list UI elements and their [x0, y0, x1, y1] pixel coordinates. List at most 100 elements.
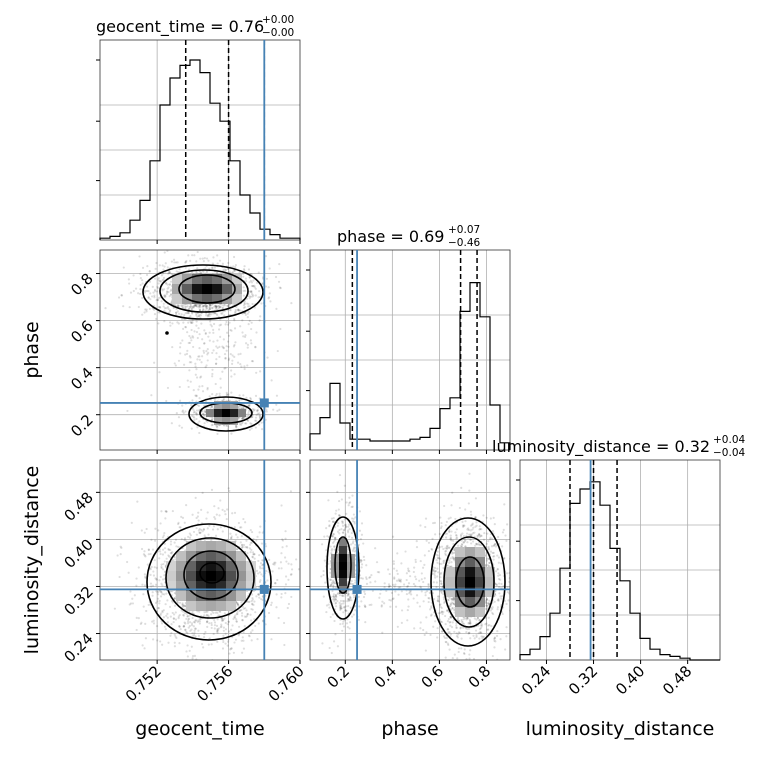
sample-point: [159, 279, 162, 283]
sample-point: [166, 291, 169, 294]
sample-point: [198, 315, 201, 318]
sample-point: [478, 528, 481, 531]
sample-point: [481, 637, 484, 640]
sample-point: [195, 413, 198, 416]
sample-point: [167, 290, 170, 294]
sample-point: [152, 619, 155, 622]
sample-point: [195, 376, 199, 379]
sample-point: [173, 261, 176, 264]
sample-point: [170, 293, 173, 296]
sample-point: [178, 613, 181, 617]
sample-point: [193, 654, 197, 657]
sample-point: [342, 611, 345, 614]
sample-point: [252, 603, 255, 607]
sample-point: [200, 642, 204, 646]
sample-point: [331, 535, 334, 538]
sample-point: [153, 539, 157, 542]
sample-point: [195, 368, 198, 371]
sample-point: [211, 423, 214, 426]
sample-point: [251, 408, 255, 411]
sample-point: [242, 275, 245, 278]
sample-point: [339, 622, 342, 626]
sample-point: [224, 356, 227, 360]
sample-point: [195, 304, 198, 308]
sample-point: [345, 512, 348, 515]
sample-point: [333, 537, 337, 540]
sample-point: [497, 535, 500, 539]
sample-point: [344, 525, 348, 528]
sample-point: [461, 626, 465, 629]
sample-point: [208, 315, 211, 318]
sample-point: [244, 342, 248, 345]
sample-point: [243, 615, 247, 618]
sample-point: [152, 308, 156, 311]
sample-point: [466, 617, 469, 620]
outlier-point: [165, 331, 169, 335]
density-cell: [226, 541, 236, 551]
sample-point: [163, 320, 166, 323]
sample-point: [157, 305, 160, 309]
sample-point: [198, 303, 201, 306]
sample-point: [217, 328, 221, 331]
sample-point: [206, 620, 209, 623]
sample-point: [261, 598, 264, 602]
sample-point: [478, 637, 481, 640]
density-p20: [166, 541, 256, 611]
sample-point: [236, 603, 240, 606]
sample-point: [222, 640, 225, 644]
sample-point: [407, 605, 410, 608]
sample-point: [204, 303, 207, 306]
density-cell: [176, 571, 186, 581]
sample-point: [127, 571, 130, 574]
sample-point: [204, 414, 207, 417]
sample-point: [243, 365, 246, 368]
sample-point: [151, 620, 154, 623]
sample-point: [330, 551, 333, 555]
sample-point: [202, 413, 205, 416]
sample-point: [194, 627, 197, 630]
sample-point: [152, 570, 155, 573]
sample-point: [215, 624, 219, 627]
sample-point: [357, 543, 361, 546]
sample-point: [211, 393, 214, 396]
sample-point: [325, 604, 329, 607]
sample-point: [284, 537, 287, 540]
sample-point: [334, 593, 338, 597]
sample-point: [205, 305, 208, 308]
sample-point: [159, 306, 162, 309]
sample-point: [126, 560, 129, 564]
sample-point: [210, 304, 213, 307]
sample-point: [147, 553, 150, 556]
sample-point: [146, 265, 149, 268]
sample-point: [256, 410, 259, 413]
sample-point: [190, 339, 193, 342]
sample-point: [320, 575, 323, 578]
sample-point: [226, 340, 230, 343]
sample-point: [153, 313, 157, 316]
sample-point: [178, 624, 181, 628]
sample-point: [348, 627, 351, 630]
sample-point: [348, 598, 351, 601]
sample-point: [243, 625, 246, 628]
sample-point: [422, 600, 425, 603]
sample-point: [482, 538, 486, 541]
sample-point: [215, 425, 218, 428]
sample-point: [350, 531, 353, 535]
sample-point: [406, 608, 409, 612]
sample-point: [181, 603, 184, 606]
sample-point: [465, 660, 467, 662]
sample-point: [172, 620, 175, 624]
sample-point: [157, 299, 160, 302]
sample-point: [224, 642, 227, 645]
sample-point: [216, 611, 219, 615]
sample-point: [338, 604, 342, 607]
sample-point: [275, 593, 278, 596]
sample-point: [196, 426, 199, 429]
sample-point: [206, 314, 210, 317]
density-cell: [172, 284, 182, 294]
sample-point: [228, 308, 231, 311]
sample-point: [189, 305, 192, 308]
sample-point: [182, 614, 185, 617]
sample-point: [348, 501, 352, 504]
sample-point: [149, 568, 152, 571]
